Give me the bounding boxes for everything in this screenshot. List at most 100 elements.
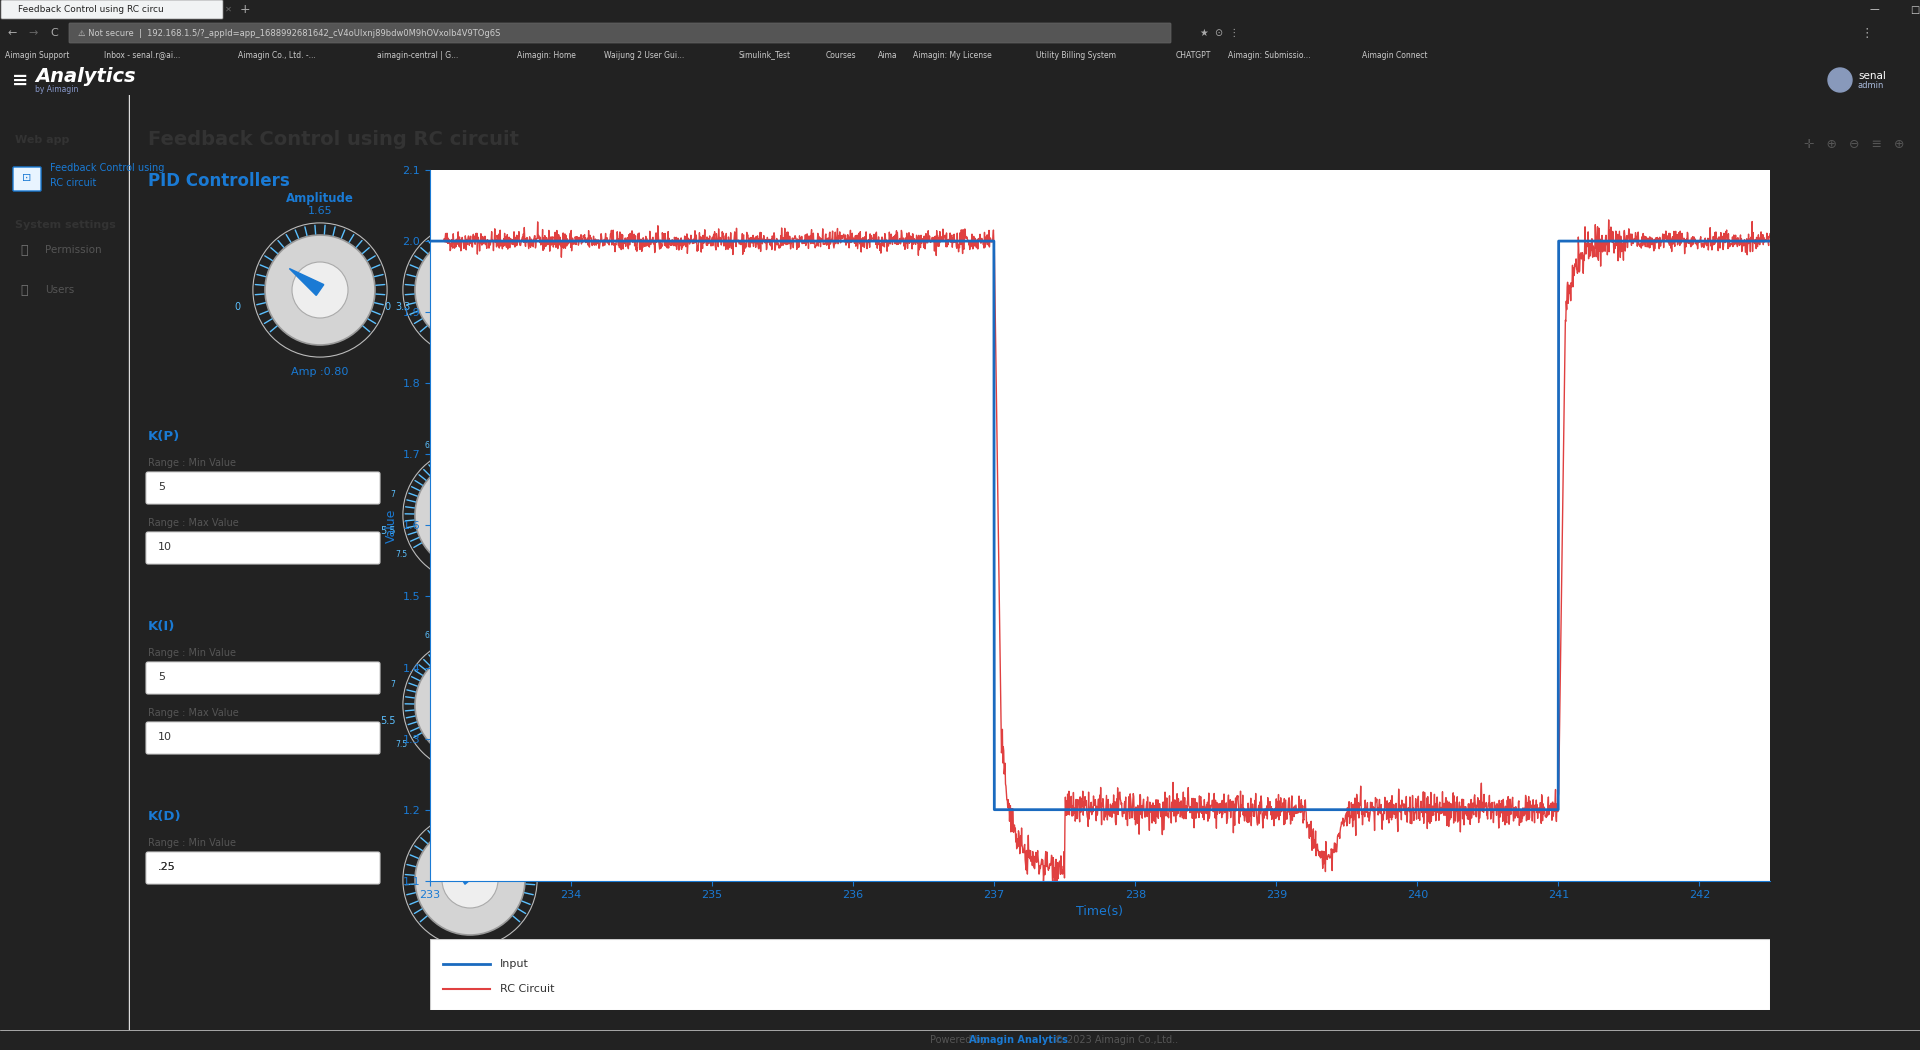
Text: 10: 10 xyxy=(157,732,173,742)
Text: 7: 7 xyxy=(390,679,396,689)
Text: Range : Min Value: Range : Min Value xyxy=(148,838,236,848)
Text: Web app: Web app xyxy=(15,135,69,145)
Text: 🔒: 🔒 xyxy=(19,244,27,256)
Text: Feedback Control using: Feedback Control using xyxy=(50,163,165,173)
FancyBboxPatch shape xyxy=(146,722,380,754)
Text: 7.5: 7.5 xyxy=(461,430,478,441)
Text: Range : Min Value: Range : Min Value xyxy=(148,458,236,468)
Text: ★  ⊙  ⋮: ★ ⊙ ⋮ xyxy=(1200,28,1238,38)
Text: Range : Max Value: Range : Max Value xyxy=(148,518,238,528)
Text: Input: Input xyxy=(499,959,528,968)
Circle shape xyxy=(442,262,497,318)
Text: 5.5: 5.5 xyxy=(534,660,545,670)
Text: Courses: Courses xyxy=(826,50,856,60)
Text: 5.5: 5.5 xyxy=(534,470,545,480)
FancyBboxPatch shape xyxy=(69,23,1171,43)
FancyBboxPatch shape xyxy=(146,852,380,884)
Circle shape xyxy=(415,825,524,934)
Text: ✕: ✕ xyxy=(225,5,232,14)
Text: 3.3: 3.3 xyxy=(545,301,561,312)
Circle shape xyxy=(292,262,348,318)
Text: ←: ← xyxy=(8,28,17,38)
Text: —: — xyxy=(1870,4,1880,15)
Circle shape xyxy=(442,852,497,908)
Circle shape xyxy=(1828,68,1853,92)
Text: Aima: Aima xyxy=(877,50,899,60)
Text: Aimagin Co., Ltd. -...: Aimagin Co., Ltd. -... xyxy=(238,50,315,60)
Text: Bias :1.20: Bias :1.20 xyxy=(442,368,497,377)
Text: Aimagin: My License: Aimagin: My License xyxy=(914,50,993,60)
Text: 6.5: 6.5 xyxy=(424,441,436,450)
Text: 5: 5 xyxy=(157,672,165,682)
Text: Amplitude: Amplitude xyxy=(286,192,353,205)
Text: ⚠ Not secure  |  192.168.1.5/?_appId=app_1688992681642_cV4oUIxnj89bdw0M9hOVxoIb4: ⚠ Not secure | 192.168.1.5/?_appId=app_1… xyxy=(79,28,501,38)
Text: Aimagin: Home: Aimagin: Home xyxy=(516,50,576,60)
Text: Kp : 5.69: Kp : 5.69 xyxy=(445,592,495,602)
Text: 7.5: 7.5 xyxy=(461,621,478,631)
Text: Range : Max Value: Range : Max Value xyxy=(148,708,238,718)
Text: Feedback Control using RC circu: Feedback Control using RC circu xyxy=(17,5,163,14)
Text: Aimagin Connect: Aimagin Connect xyxy=(1361,50,1427,60)
Text: CHATGPT: CHATGPT xyxy=(1175,50,1212,60)
Text: aimagin-central | G...: aimagin-central | G... xyxy=(378,50,459,60)
Circle shape xyxy=(415,460,524,570)
Circle shape xyxy=(415,650,524,760)
Text: 6.5: 6.5 xyxy=(424,631,436,640)
FancyBboxPatch shape xyxy=(13,167,40,191)
FancyBboxPatch shape xyxy=(146,472,380,504)
Text: 8: 8 xyxy=(447,778,451,786)
Text: →: → xyxy=(29,28,36,38)
Text: 8.5: 8.5 xyxy=(503,770,516,778)
Text: □: □ xyxy=(1910,4,1920,15)
Text: 6: 6 xyxy=(488,624,493,632)
Text: Inbox - senal.r@ai...: Inbox - senal.r@ai... xyxy=(104,50,180,60)
Text: 8.5: 8.5 xyxy=(503,580,516,589)
Text: Bias: Bias xyxy=(455,192,484,205)
Text: 9.5: 9.5 xyxy=(534,470,545,480)
Text: 7: 7 xyxy=(390,490,396,499)
Text: Simulink_Test: Simulink_Test xyxy=(737,50,791,60)
Text: ≡: ≡ xyxy=(12,70,29,89)
Y-axis label: Value: Value xyxy=(386,508,397,543)
Text: Ki : 7.49: Ki : 7.49 xyxy=(447,782,493,792)
Circle shape xyxy=(442,677,497,733)
Polygon shape xyxy=(434,698,470,712)
Text: +: + xyxy=(240,3,252,16)
Text: 1.65: 1.65 xyxy=(307,206,332,215)
Circle shape xyxy=(442,487,497,543)
Text: Powered by: Powered by xyxy=(929,1035,991,1045)
Text: Range : Min Value: Range : Min Value xyxy=(148,648,236,658)
FancyBboxPatch shape xyxy=(2,0,223,19)
Text: 0: 0 xyxy=(234,301,240,312)
Text: 7.5: 7.5 xyxy=(396,740,407,750)
Text: K(D): K(D) xyxy=(148,810,182,823)
Text: 9.5: 9.5 xyxy=(545,526,561,537)
Text: 5: 5 xyxy=(157,482,165,492)
Text: admin: admin xyxy=(1859,82,1884,90)
Text: Utility Billing System: Utility Billing System xyxy=(1035,50,1116,60)
Text: by Aimagin: by Aimagin xyxy=(35,84,79,93)
Text: Amp :0.80: Amp :0.80 xyxy=(292,368,349,377)
Polygon shape xyxy=(440,269,474,295)
Text: 1.65: 1.65 xyxy=(457,206,482,215)
Text: Analytics: Analytics xyxy=(35,67,136,86)
Polygon shape xyxy=(434,508,470,522)
Text: 👥: 👥 xyxy=(19,284,27,296)
Text: senal: senal xyxy=(1859,71,1885,81)
Text: ⋮: ⋮ xyxy=(1860,26,1872,40)
Text: 6: 6 xyxy=(488,434,493,442)
Circle shape xyxy=(415,235,524,345)
Text: Aimagin: Submissio...: Aimagin: Submissio... xyxy=(1227,50,1309,60)
Text: 7.5: 7.5 xyxy=(396,550,407,560)
Text: 9.5: 9.5 xyxy=(545,716,561,727)
Text: 8: 8 xyxy=(447,588,451,596)
Text: C: C xyxy=(50,28,58,38)
FancyBboxPatch shape xyxy=(146,662,380,694)
Text: 25: 25 xyxy=(463,796,476,805)
Polygon shape xyxy=(290,269,324,295)
Text: RC circuit: RC circuit xyxy=(50,178,96,188)
Text: RC Circuit: RC Circuit xyxy=(499,984,555,993)
Circle shape xyxy=(265,235,374,345)
Text: 9: 9 xyxy=(545,531,549,540)
Text: 9.5: 9.5 xyxy=(534,660,545,670)
